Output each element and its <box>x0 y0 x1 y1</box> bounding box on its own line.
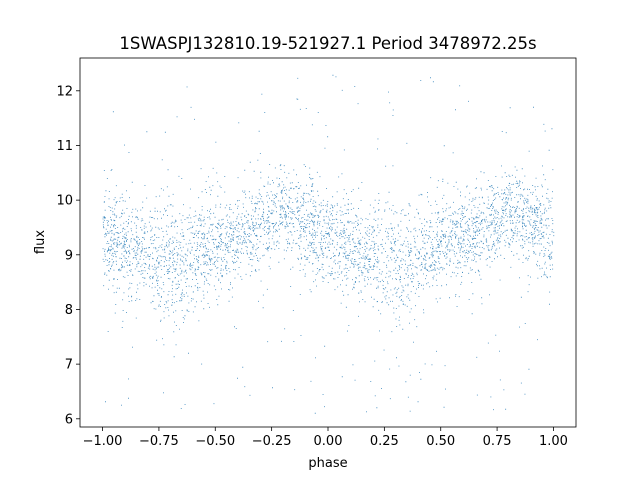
x-tick-label: 0.00 <box>314 434 343 449</box>
y-axis: 6 7 8 9 10 11 12 <box>56 84 80 427</box>
x-tick-label: −1.00 <box>83 434 123 449</box>
x-tick-label: −0.75 <box>139 434 179 449</box>
x-tick-label: 1.00 <box>539 434 568 449</box>
x-axis: −1.00 −0.75 −0.50 −0.25 0.00 0.25 0.50 0.75 1.00 <box>83 427 568 449</box>
x-tick-label: 0.25 <box>370 434 399 449</box>
y-tick-label: 9 <box>65 248 73 263</box>
x-tick-label: 0.50 <box>426 434 455 449</box>
y-tick-label: 12 <box>56 84 73 99</box>
y-axis-label: flux <box>33 230 48 254</box>
data-points <box>102 74 555 414</box>
scatter-points <box>102 74 555 414</box>
x-tick-label: 0.75 <box>483 434 512 449</box>
y-tick-label: 11 <box>56 139 73 154</box>
y-tick-label: 6 <box>65 412 73 427</box>
x-tick-label: −0.50 <box>195 434 235 449</box>
x-tick-label: −0.25 <box>252 434 292 449</box>
x-axis-label: phase <box>308 456 347 471</box>
y-tick-label: 8 <box>65 303 73 318</box>
y-tick-label: 10 <box>56 194 73 209</box>
y-tick-label: 7 <box>65 358 73 373</box>
chart-title: 1SWASPJ132810.19-521927.1 Period 3478972… <box>119 34 536 53</box>
